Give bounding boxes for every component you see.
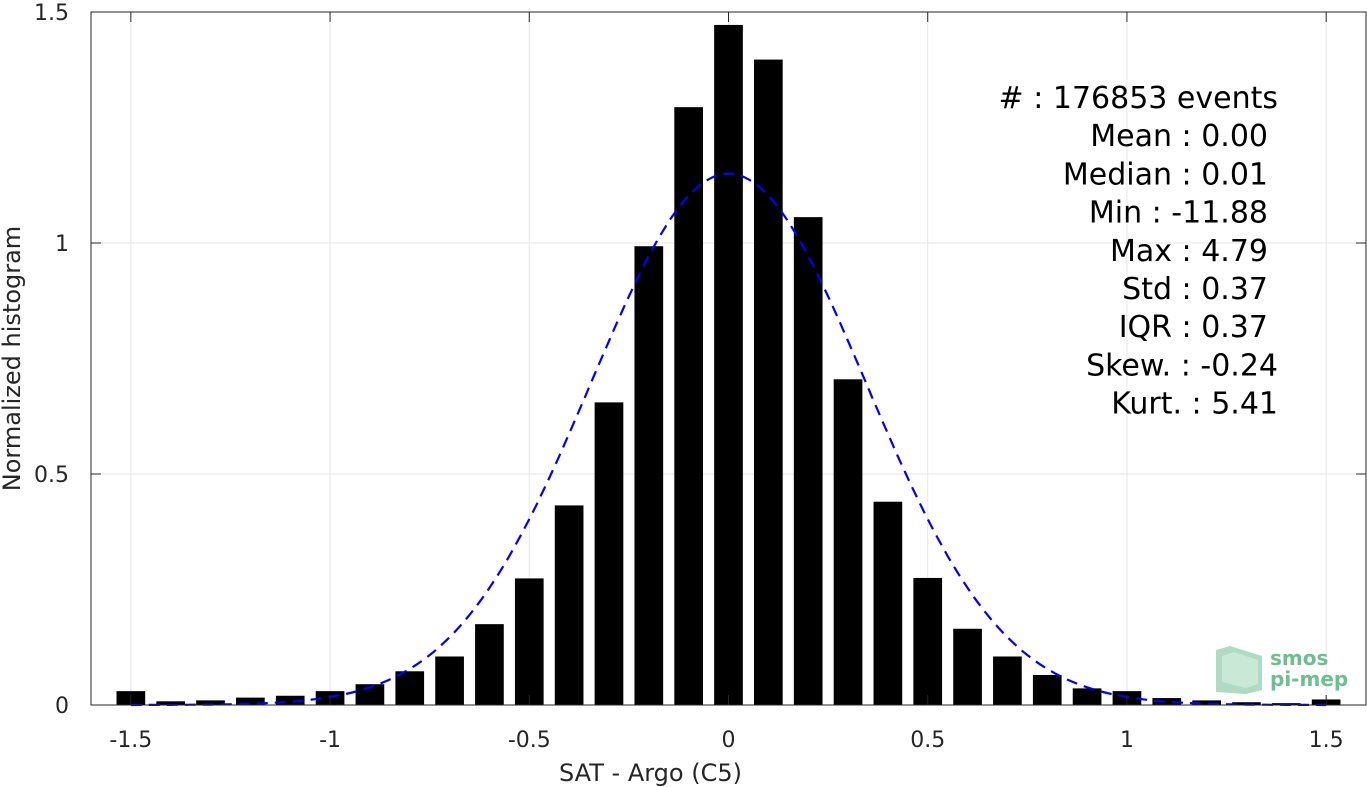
stat-line: Min : -11.88 bbox=[1089, 196, 1268, 231]
stat-line: # : 176853 events bbox=[999, 81, 1278, 116]
histogram-bar bbox=[435, 656, 464, 705]
histogram-bar bbox=[1072, 688, 1102, 705]
logo-text-pi-mep: pi-mep bbox=[1270, 667, 1348, 691]
y-tick-label: 0 bbox=[55, 694, 69, 719]
histogram-bar bbox=[594, 402, 624, 705]
axis-ticks: -1.5 -1 -0.5 0 0.5 1 1.5 0 0.5 1 1.5 bbox=[34, 1, 1366, 753]
y-axis-label: Normalized histogram bbox=[0, 226, 26, 491]
histogram-bar bbox=[355, 684, 385, 705]
histogram-bar bbox=[754, 59, 783, 705]
x-tick-label: 0.5 bbox=[910, 728, 945, 753]
histogram-bars bbox=[116, 24, 1341, 706]
stat-line: IQR : 0.37 bbox=[1119, 310, 1268, 345]
stat-line: Std : 0.37 bbox=[1122, 272, 1268, 307]
histogram-bar bbox=[156, 701, 186, 705]
histogram-bar bbox=[275, 695, 305, 705]
histogram-bar bbox=[833, 379, 863, 705]
x-axis-label: SAT - Argo (C5) bbox=[559, 759, 742, 787]
histogram-bar bbox=[793, 217, 823, 706]
histogram-bar bbox=[913, 577, 943, 705]
stat-line: Median : 0.01 bbox=[1063, 157, 1268, 192]
histogram-bar bbox=[953, 628, 982, 705]
x-tick-label: -1.5 bbox=[109, 728, 152, 753]
histogram-bar bbox=[873, 501, 903, 705]
histogram-bar bbox=[1152, 698, 1182, 705]
stat-line: Skew. : -0.24 bbox=[1086, 348, 1278, 383]
histogram-bar bbox=[674, 107, 703, 705]
histogram-bar bbox=[1192, 700, 1221, 705]
logo-text-smos: smos bbox=[1270, 646, 1328, 670]
histogram-bar bbox=[514, 578, 544, 705]
stat-line: Max : 4.79 bbox=[1110, 234, 1268, 269]
x-tick-label: -1 bbox=[319, 728, 341, 753]
y-tick-label: 0.5 bbox=[34, 463, 69, 488]
stat-line: Mean : 0.00 bbox=[1090, 119, 1268, 154]
x-tick-label: -0.5 bbox=[508, 728, 551, 753]
histogram-bar bbox=[714, 24, 743, 706]
histogram-bar bbox=[554, 505, 584, 705]
x-tick-label: 1 bbox=[1120, 728, 1134, 753]
stat-line: Kurt. : 5.41 bbox=[1111, 387, 1278, 422]
x-tick-label: 1.5 bbox=[1309, 728, 1344, 753]
histogram-bar bbox=[196, 700, 225, 705]
smos-pi-mep-logo: smos pi-mep bbox=[1216, 646, 1348, 694]
y-tick-label: 1.5 bbox=[34, 1, 69, 26]
histogram-bar bbox=[1032, 674, 1062, 705]
x-tick-label: 0 bbox=[722, 728, 736, 753]
histogram-bar bbox=[395, 671, 425, 705]
histogram-bar bbox=[236, 697, 265, 705]
histogram-bar bbox=[634, 246, 664, 705]
logo-mark-icon bbox=[1216, 646, 1262, 694]
histogram-bar bbox=[475, 624, 504, 705]
histogram-bar bbox=[993, 656, 1022, 705]
y-tick-label: 1 bbox=[55, 232, 69, 257]
